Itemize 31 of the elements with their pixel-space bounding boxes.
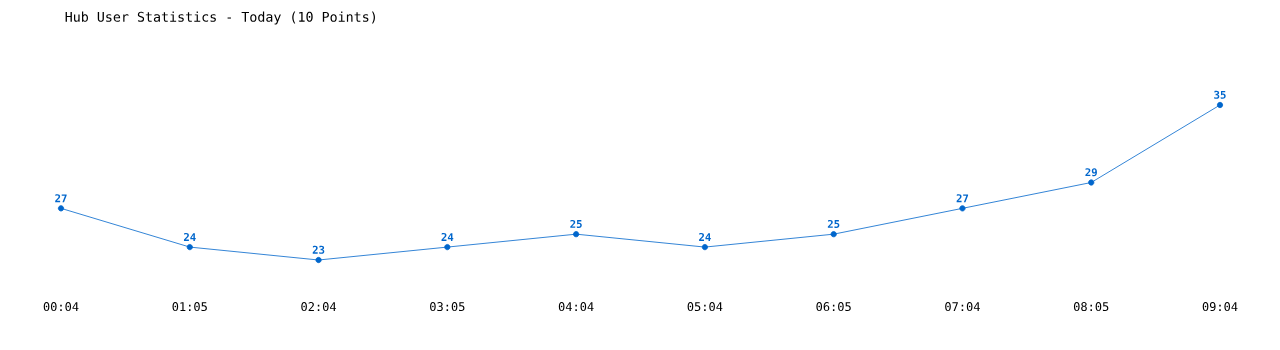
x-tick-label: 04:04 [558, 302, 594, 312]
data-label: 23 [312, 245, 325, 254]
x-tick-label: 02:04 [301, 302, 337, 312]
point [186, 244, 193, 251]
point [1088, 179, 1095, 186]
data-label: 24 [699, 232, 711, 241]
data-label: 27 [55, 194, 67, 203]
data-label: 27 [956, 194, 969, 203]
x-tick-label: 03:05 [430, 302, 465, 312]
x-tick-label: 05:04 [687, 302, 723, 312]
point [701, 244, 708, 251]
data-label: 35 [1214, 90, 1226, 99]
point [573, 231, 580, 238]
data-label: 25 [827, 219, 840, 228]
x-tick-label: 06:05 [816, 302, 851, 312]
point [959, 205, 966, 212]
point [830, 231, 837, 238]
point [315, 256, 322, 264]
x-tick-label: 00:04 [43, 302, 79, 312]
data-label: 25 [570, 219, 582, 228]
x-tick-label: 09:04 [1202, 302, 1238, 312]
data-label: 24 [183, 232, 196, 241]
x-tick-label: 01:05 [172, 302, 207, 312]
data-label: 29 [1085, 168, 1097, 177]
data-label: 24 [441, 232, 454, 241]
point [444, 244, 451, 251]
x-tick-label: 08:05 [1073, 302, 1109, 312]
chart-title: Hub User Statistics - Today (10 Points) [65, 11, 375, 25]
point [57, 205, 65, 212]
point [1216, 101, 1224, 109]
x-tick-label: 07:04 [945, 302, 980, 312]
